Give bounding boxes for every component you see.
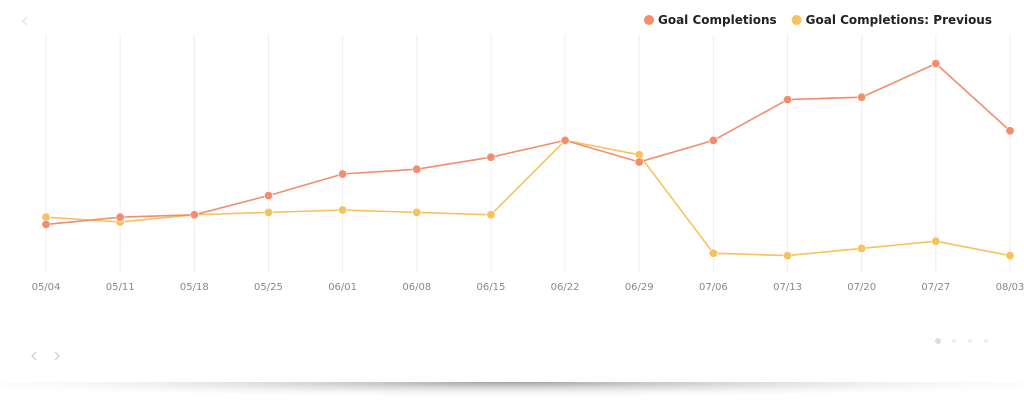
data-point[interactable] [338, 205, 348, 215]
data-point[interactable] [560, 135, 570, 145]
legend-label[interactable]: Goal Completions [658, 13, 777, 27]
series-line [45, 62, 1011, 226]
data-point[interactable] [189, 210, 199, 220]
data-point[interactable] [1005, 251, 1015, 261]
card-shadow [0, 382, 1024, 409]
data-point[interactable] [115, 212, 125, 222]
x-tick-label: 07/06 [699, 282, 728, 293]
data-point[interactable] [486, 210, 496, 220]
x-tick-label: 05/25 [254, 282, 283, 293]
pager-dot[interactable] [968, 339, 972, 343]
data-point[interactable] [857, 243, 867, 253]
data-point[interactable] [486, 152, 496, 162]
x-tick-label: 05/18 [180, 282, 209, 293]
plot [41, 59, 1015, 261]
x-tick-label: 07/20 [847, 282, 876, 293]
data-point[interactable] [412, 164, 422, 174]
series-line [45, 139, 1011, 257]
legend: Goal Completions Goal Completions: Previo… [643, 13, 992, 27]
data-point[interactable] [338, 169, 348, 179]
legend-marker[interactable] [643, 15, 654, 25]
data-point[interactable] [708, 248, 718, 258]
prev-arrow[interactable] [31, 351, 37, 361]
x-tick-label: 06/29 [625, 282, 654, 293]
x-tick-label: 08/03 [996, 282, 1024, 293]
data-point[interactable] [263, 207, 273, 217]
legend-label[interactable]: Goal Completions: Previous [806, 13, 992, 27]
data-point[interactable] [634, 157, 644, 167]
x-tick-label: 06/15 [477, 282, 506, 293]
x-tick-label: 05/11 [106, 282, 135, 293]
data-point[interactable] [783, 95, 793, 105]
data-point[interactable] [412, 207, 422, 217]
data-point[interactable] [1005, 126, 1015, 136]
grid: 05/04 05/11 05/18 05/25 06/01 06/08 06/15 06/22… [32, 35, 1024, 293]
data-point[interactable] [263, 191, 273, 201]
next-arrow[interactable] [54, 351, 60, 361]
x-tick-label: 06/01 [328, 282, 357, 293]
x-tick-label: 07/13 [773, 282, 802, 293]
legend-marker[interactable] [791, 15, 802, 25]
data-point[interactable] [708, 135, 718, 145]
top-arrow[interactable] [22, 16, 28, 26]
data-point[interactable] [931, 236, 941, 246]
data-point[interactable] [857, 92, 867, 102]
x-tick-label: 06/22 [551, 282, 580, 293]
card [0, 0, 1024, 382]
pager-dot[interactable] [984, 339, 988, 343]
x-tick-label: 07/27 [921, 282, 950, 293]
data-point[interactable] [41, 219, 51, 229]
data-point[interactable] [931, 59, 941, 69]
x-tick-label: 05/04 [32, 282, 61, 293]
data-point[interactable] [783, 251, 793, 261]
x-tick-label: 06/08 [402, 282, 431, 293]
pager-dot[interactable] [935, 338, 941, 344]
pager-dot[interactable] [952, 339, 956, 343]
